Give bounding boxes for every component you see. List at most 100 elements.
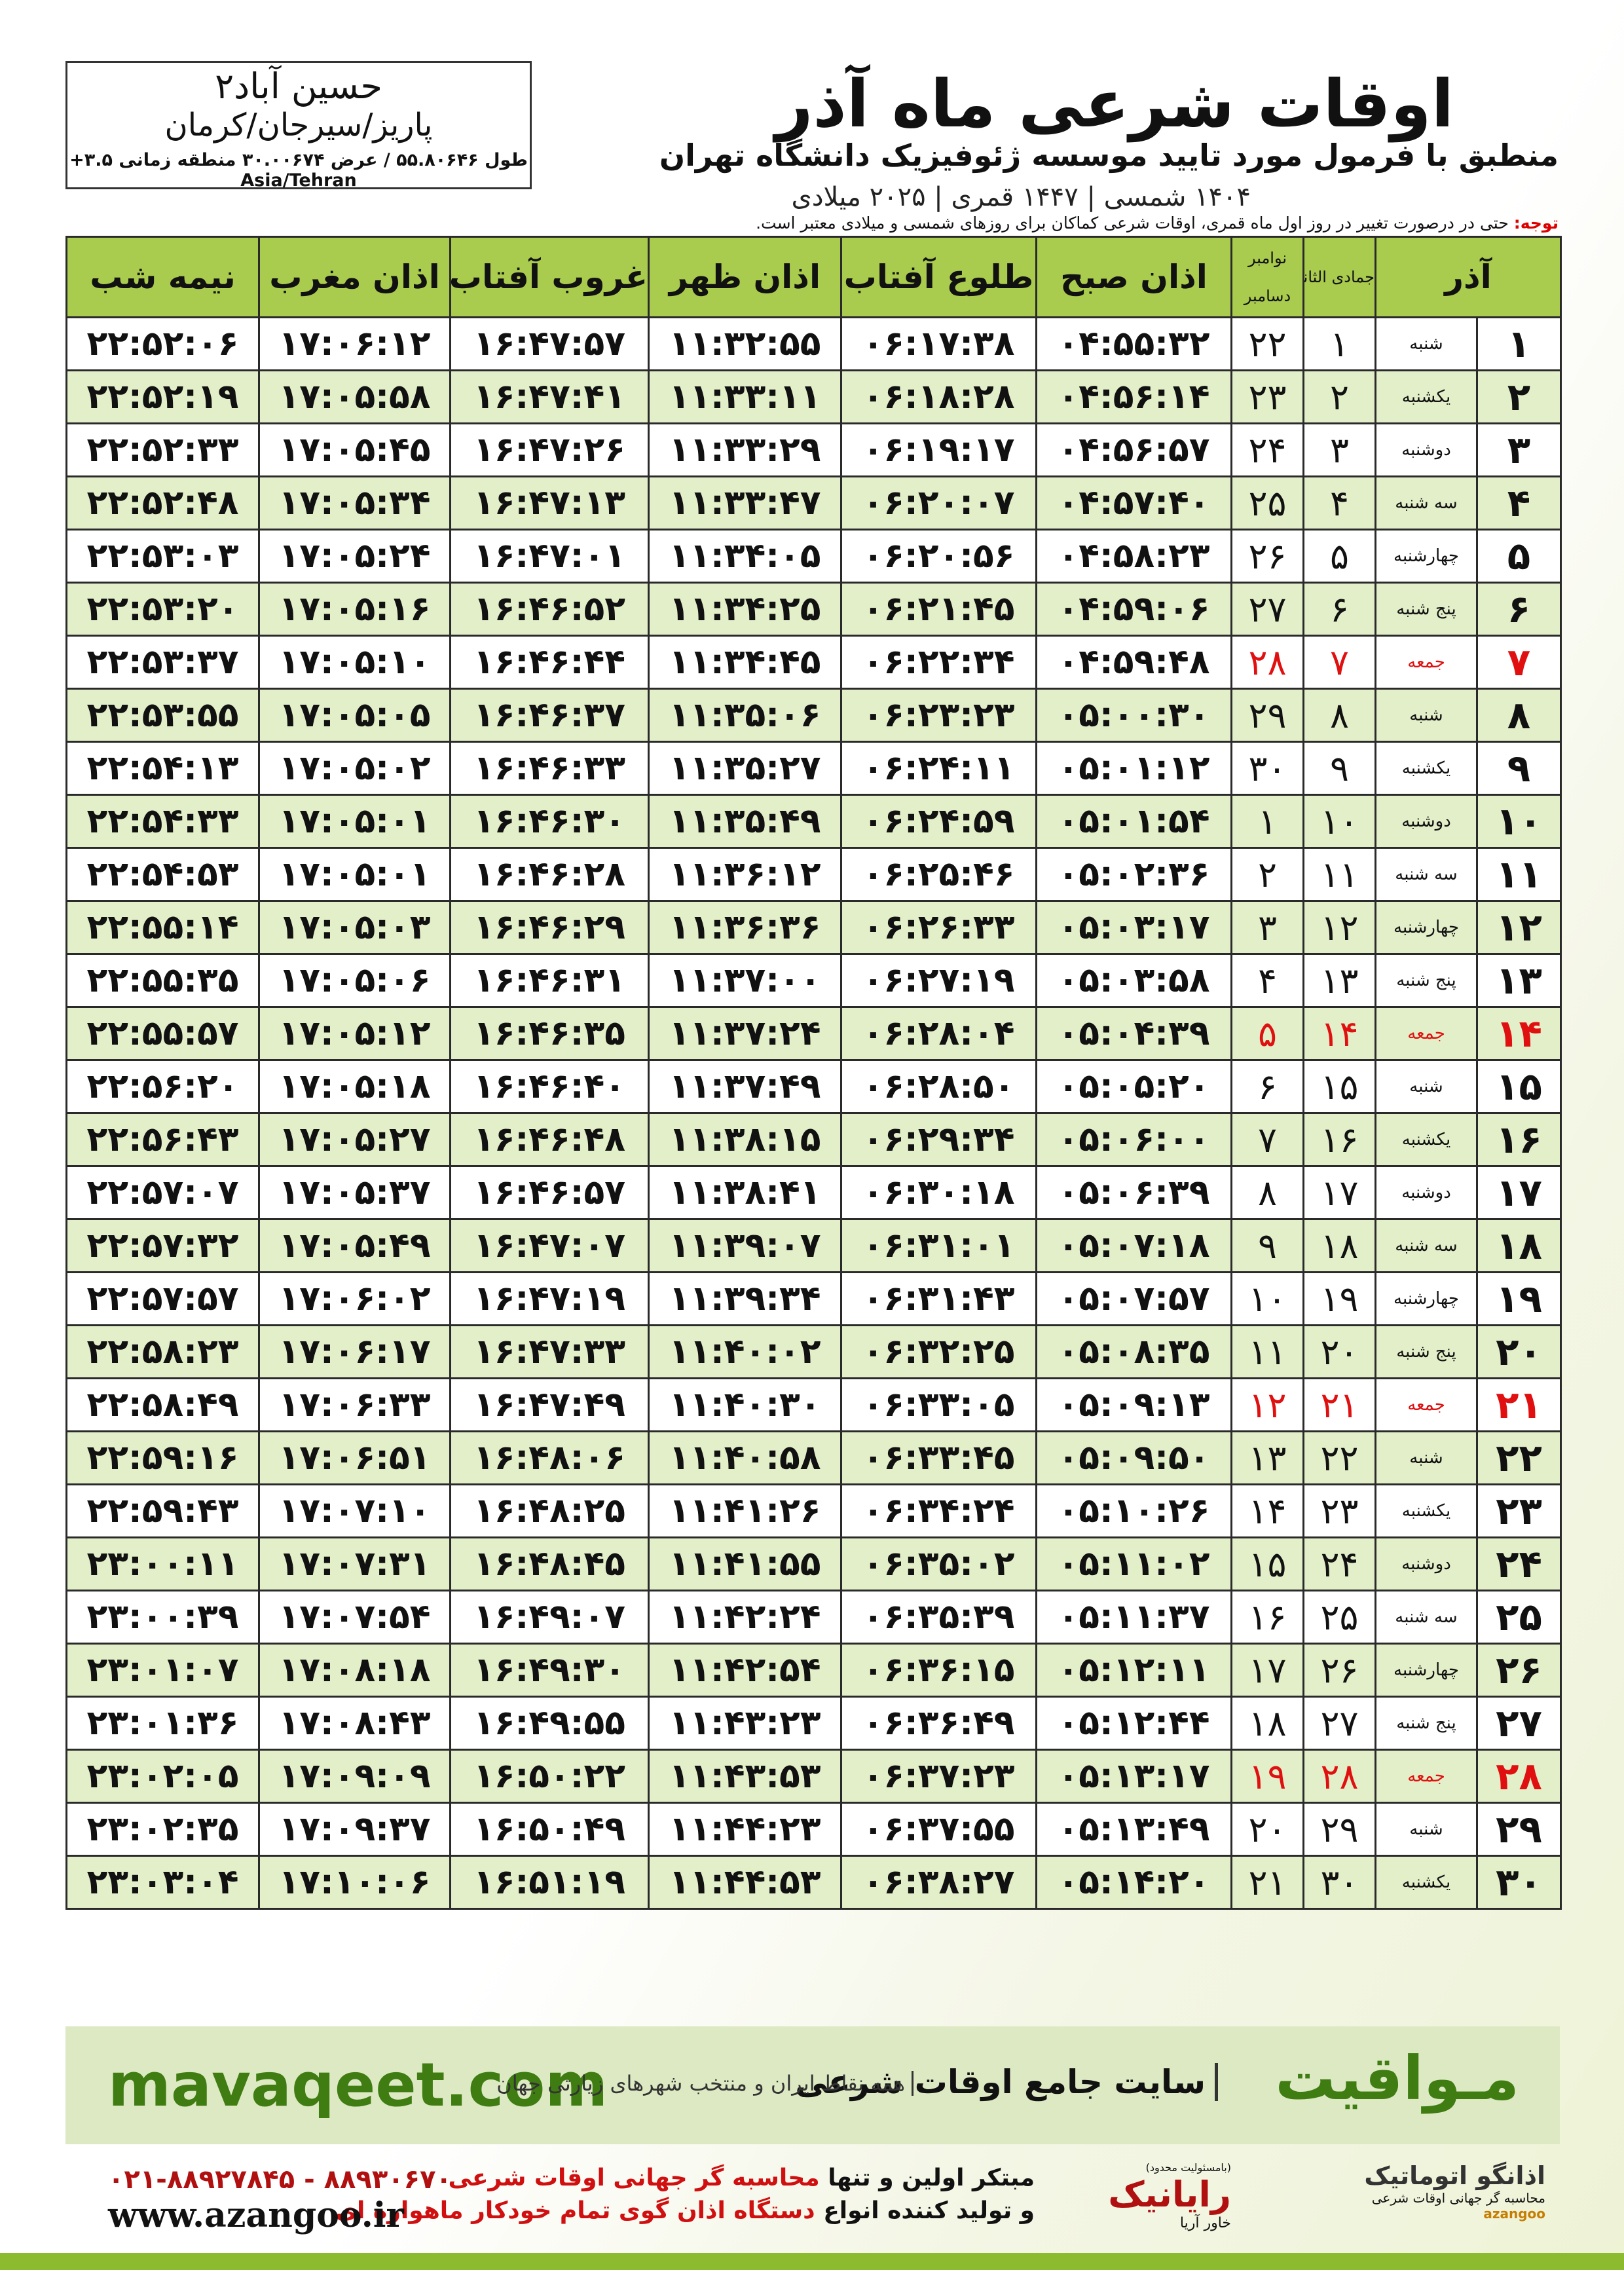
greg-day: ۲۳ xyxy=(1230,369,1304,424)
hijri-day: ۹ xyxy=(1302,741,1376,796)
hijri-day: ۵ xyxy=(1302,529,1376,584)
time: ۰۶:۳۷:۲۳ xyxy=(840,1749,1037,1804)
time: ۲۲:۵۹:۱۶ xyxy=(65,1430,260,1485)
time: ۱۷:۰۵:۰۳ xyxy=(258,900,451,955)
time: ۰۵:۱۱:۳۷ xyxy=(1035,1590,1232,1645)
prayer-table: آذر جمادی الثانی نوامبر دسامبر اذان صبحطل… xyxy=(65,236,1562,1910)
row: ۲۰ پنج شنبه ۲۰ ۱۱ ۰۵:۰۸:۳۵ ۰۶:۳۲:۲۵ ۱۱:۴۰:۰۲ ۱۶… xyxy=(65,1324,1562,1379)
header-greg-bottom: دسامبر xyxy=(1244,287,1291,305)
hijri-day: ۲۶ xyxy=(1302,1643,1376,1698)
time: ۲۲:۵۵:۵۷ xyxy=(65,1006,260,1061)
time: ۱۷:۰۵:۵۸ xyxy=(258,369,451,424)
time: ۱۱:۳۴:۴۵ xyxy=(648,635,842,690)
weekday: سه شنبه xyxy=(1375,1590,1478,1645)
time: ۰۵:۰۸:۳۵ xyxy=(1035,1324,1232,1379)
weekday: جمعه xyxy=(1375,1377,1478,1432)
subtitle: منطبق با فرمول مورد تایید موسسه ژئوفیزیک… xyxy=(659,138,1559,173)
row: ۱۸ سه شنبه ۱۸ ۹ ۰۵:۰۷:۱۸ ۰۶:۳۱:۰۱ ۱۱:۳۹:۰۷ ۱۶:۴… xyxy=(65,1218,1562,1273)
time: ۰۶:۲۴:۵۹ xyxy=(840,794,1037,849)
time: ۰۵:۰۷:۵۷ xyxy=(1035,1271,1232,1326)
time: ۱۱:۳۷:۲۴ xyxy=(648,1006,842,1061)
brand: مـواقیت xyxy=(1275,2043,1519,2113)
hijri-day: ۱۳ xyxy=(1302,953,1376,1008)
time: ۱۷:۰۶:۱۲ xyxy=(258,316,451,371)
time: ۲۲:۵۳:۳۷ xyxy=(65,635,260,690)
row: ۱۶ یکشنبه ۱۶ ۷ ۰۵:۰۶:۰۰ ۰۶:۲۹:۳۴ ۱۱:۳۸:۱۵ ۱۶:۴۶… xyxy=(65,1112,1562,1167)
time: ۱۶:۴۷:۳۳ xyxy=(449,1324,650,1379)
promo-text: و تولید کننده انواع xyxy=(823,2197,1035,2224)
site-url[interactable]: mavaqeet.com xyxy=(108,2050,608,2120)
row: ۲۷ پنج شنبه ۲۷ ۱۸ ۰۵:۱۲:۴۴ ۰۶:۳۶:۴۹ ۱۱:۴۳:۲۳ ۱۶… xyxy=(65,1696,1562,1751)
promo-line: و تولید کننده انواع دستگاه اذان گوی تمام… xyxy=(335,2197,1035,2224)
time: ۱۱:۳۶:۱۲ xyxy=(648,847,842,902)
time: ۰۵:۰۴:۳۹ xyxy=(1035,1006,1232,1061)
day: ۱۹ xyxy=(1476,1271,1562,1326)
time: ۱۱:۴۰:۳۰ xyxy=(648,1377,842,1432)
time: ۲۳:۰۰:۱۱ xyxy=(65,1536,260,1591)
note-text: حتی در درصورت تغییر در روز اول ماه قمری،… xyxy=(756,214,1509,233)
time: ۱۶:۴۷:۴۹ xyxy=(449,1377,650,1432)
time: ۰۵:۱۳:۴۹ xyxy=(1035,1802,1232,1857)
time: ۰۴:۵۹:۰۶ xyxy=(1035,582,1232,637)
time: ۱۱:۳۴:۲۵ xyxy=(648,582,842,637)
day: ۱۶ xyxy=(1476,1112,1562,1167)
day: ۲۲ xyxy=(1476,1430,1562,1485)
time: ۲۲:۵۷:۰۷ xyxy=(65,1165,260,1220)
time: ۲۲:۵۴:۳۳ xyxy=(65,794,260,849)
row: ۱۷ دوشنبه ۱۷ ۸ ۰۵:۰۶:۳۹ ۰۶:۳۰:۱۸ ۱۱:۳۸:۴۱ ۱۶:۴۶… xyxy=(65,1165,1562,1220)
row: ۱۲ چهارشنبه ۱۲ ۳ ۰۵:۰۳:۱۷ ۰۶:۲۶:۳۳ ۱۱:۳۶:۳۶ ۱۶:… xyxy=(65,900,1562,955)
day: ۲۰ xyxy=(1476,1324,1562,1379)
time: ۲۲:۵۵:۱۴ xyxy=(65,900,260,955)
greg-day: ۲۷ xyxy=(1230,582,1304,637)
time: ۱۱:۳۴:۰۵ xyxy=(648,529,842,584)
web[interactable]: www.azangoo.ir xyxy=(108,2195,404,2235)
time: ۰۵:۰۱:۱۲ xyxy=(1035,741,1232,796)
time: ۰۶:۲۷:۱۹ xyxy=(840,953,1037,1008)
time: ۲۲:۵۳:۰۳ xyxy=(65,529,260,584)
time: ۰۵:۰۹:۱۳ xyxy=(1035,1377,1232,1432)
time: ۰۶:۳۶:۴۹ xyxy=(840,1696,1037,1751)
greg-day: ۱۳ xyxy=(1230,1430,1304,1485)
time: ۱۱:۴۲:۵۴ xyxy=(648,1643,842,1698)
time: ۱۱:۳۳:۴۷ xyxy=(648,475,842,530)
greg-day: ۱۱ xyxy=(1230,1324,1304,1379)
title: اوقات شرعی ماه آذر xyxy=(775,65,1454,142)
greg-day: ۲ xyxy=(1230,847,1304,902)
time: ۰۶:۳۵:۳۹ xyxy=(840,1590,1037,1645)
day: ۹ xyxy=(1476,741,1562,796)
time: ۰۶:۳۱:۰۱ xyxy=(840,1218,1037,1273)
weekday: جمعه xyxy=(1375,635,1478,690)
time: ۲۲:۵۲:۰۶ xyxy=(65,316,260,371)
day: ۳ xyxy=(1476,422,1562,477)
time: ۱۶:۴۶:۳۱ xyxy=(449,953,650,1008)
header-time: اذان مغرب xyxy=(258,236,451,318)
time: ۰۵:۰۱:۵۴ xyxy=(1035,794,1232,849)
time: ۱۷:۰۵:۴۹ xyxy=(258,1218,451,1273)
hijri-day: ۳ xyxy=(1302,422,1376,477)
time: ۰۶:۲۴:۱۱ xyxy=(840,741,1037,796)
row: ۱۹ چهارشنبه ۱۹ ۱۰ ۰۵:۰۷:۵۷ ۰۶:۳۱:۴۳ ۱۱:۳۹:۳۴ ۱۶… xyxy=(65,1271,1562,1326)
header-time: اذان ظهر xyxy=(648,236,842,318)
location-box: حسین آباد۲ پاریز/سیرجان/کرمان طول ۵۵.۸۰۶… xyxy=(65,61,532,191)
time: ۰۶:۲۳:۲۳ xyxy=(840,688,1037,743)
day: ۱۸ xyxy=(1476,1218,1562,1273)
time: ۱۱:۳۷:۴۹ xyxy=(648,1059,842,1114)
time: ۱۷:۰۵:۱۰ xyxy=(258,635,451,690)
day: ۱۳ xyxy=(1476,953,1562,1008)
time: ۰۶:۲۶:۳۳ xyxy=(840,900,1037,955)
time: ۲۳:۰۱:۰۷ xyxy=(65,1643,260,1698)
time: ۲۲:۵۹:۴۳ xyxy=(65,1483,260,1538)
day: ۱۲ xyxy=(1476,900,1562,955)
greg-day: ۲۹ xyxy=(1230,688,1304,743)
note: توجه: حتی در درصورت تغییر در روز اول ماه… xyxy=(756,214,1559,233)
greg-day: ۲۶ xyxy=(1230,529,1304,584)
greg-day: ۱۴ xyxy=(1230,1483,1304,1538)
time: ۱۷:۰۷:۱۰ xyxy=(258,1483,451,1538)
weekday: شنبه xyxy=(1375,316,1478,371)
time: ۱۷:۰۵:۴۵ xyxy=(258,422,451,477)
time: ۰۴:۵۷:۴۰ xyxy=(1035,475,1232,530)
time: ۱۷:۰۶:۱۷ xyxy=(258,1324,451,1379)
weekday: یکشنبه xyxy=(1375,741,1478,796)
phone: ۰۲۱-۸۸۹۲۷۸۴۵ - ۸۸۹۳۰۶۷۰ xyxy=(108,2165,452,2195)
day: ۳۰ xyxy=(1476,1855,1562,1910)
